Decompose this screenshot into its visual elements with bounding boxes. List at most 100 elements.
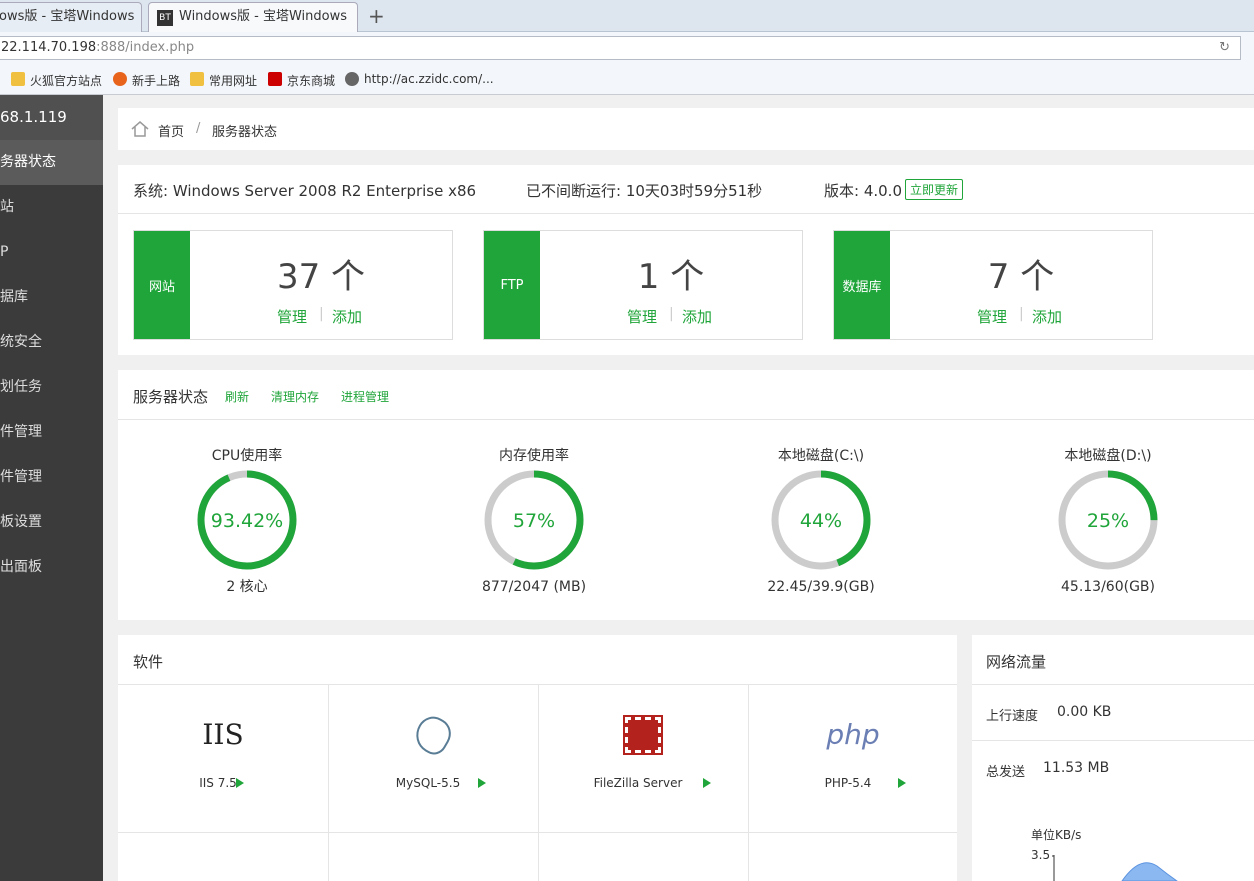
add-link[interactable]: 添加 — [682, 308, 713, 326]
bookmark[interactable]: http://ac.zzidc.com/... — [364, 72, 494, 86]
traffic-chart — [1052, 855, 1178, 881]
info-panel: 系统: Windows Server 2008 R2 Enterprise x8… — [118, 165, 1254, 355]
divider — [972, 684, 1254, 685]
play-icon — [898, 778, 906, 788]
menu-item[interactable]: 出面板 — [0, 559, 42, 575]
network-panel: 网络流量 上行速度 0.00 KB 总发送 11.53 MB 单位KB/s 3.… — [972, 635, 1254, 881]
crumb[interactable]: 首页 — [158, 125, 185, 140]
software-name[interactable]: PHP-5.4 — [824, 776, 872, 790]
software-logo — [623, 715, 663, 755]
stat-card: 网站 37 个管理 | 添加 — [133, 230, 453, 340]
gauges: CPU使用率 93.42% 2 核心 内存使用率 57% 877/2047 (MB) 本地磁… — [197, 447, 1158, 595]
bookmark-icon — [268, 72, 282, 86]
status-panel: 服务器状态 刷新 清理内存 进程管理 CPU使用率 93.42% 2 核心 内存使用率 57… — [118, 370, 1254, 620]
gauge-detail: 45.13/60(GB) — [1061, 579, 1155, 595]
tab-icon: BT — [157, 10, 173, 26]
uptime: 已不间断运行: 10天03时59分51秒 — [526, 182, 763, 200]
bookmark[interactable]: 火狐官方站点 — [30, 74, 103, 88]
panel-title: 软件 — [133, 653, 164, 671]
crumb: 服务器状态 — [212, 125, 278, 140]
server-ip: 68.1.119 — [0, 95, 103, 140]
tab-title: Windows版 - 宝塔Windows — [179, 9, 348, 24]
chart-unit: 单位KB/s — [1031, 828, 1082, 842]
reload[interactable]: ↻ — [1219, 40, 1230, 55]
card-count: 37 个 — [276, 257, 366, 297]
bookmark[interactable]: 京东商城 — [287, 74, 336, 88]
update-button[interactable]: 立即更新 — [905, 179, 964, 200]
y-tick-label: 3.5 — [1031, 848, 1051, 862]
bookmark-icon — [190, 72, 204, 86]
tab[interactable]: BT Windows版 - 宝塔Windows — [148, 2, 358, 32]
bookmark[interactable]: 常用网址 — [209, 74, 258, 88]
card-count: 1 个 — [637, 257, 705, 297]
menu-item[interactable]: 板设置 — [0, 514, 42, 530]
divider — [118, 684, 957, 685]
gauge-arc — [771, 470, 871, 570]
gauge-detail: 877/2047 (MB) — [482, 579, 586, 595]
menu-item[interactable]: 划任务 — [0, 379, 42, 395]
gauge-title: 本地磁盘(D:\) — [1064, 447, 1151, 464]
bookmark[interactable]: 新手上路 — [132, 74, 181, 88]
menu-item[interactable]: 据库 — [0, 289, 28, 305]
gauge-detail: 2 核心 — [226, 579, 267, 595]
software-name[interactable]: FileZilla Server — [593, 776, 683, 790]
sidebar: 68.1.119 务器状态站 P 据库 统安全 划任务 件管理 件管理 板设置 出面板 — [0, 95, 103, 881]
play-icon — [703, 778, 711, 788]
menu-item[interactable]: 件管理 — [0, 469, 42, 485]
software-logo: php — [826, 718, 880, 751]
panel-title: 网络流量 — [986, 653, 1047, 671]
menu-item[interactable]: 统安全 — [0, 334, 42, 350]
link-sep: | — [669, 306, 674, 322]
card-label: FTP — [484, 231, 540, 339]
software-logo: IIS — [202, 718, 244, 751]
card-label: 数据库 — [834, 231, 890, 339]
home-icon — [131, 121, 149, 137]
gauge-title: CPU使用率 — [212, 447, 282, 464]
gauge-value: 93.42% — [211, 510, 283, 532]
tab[interactable]: ows版 - 宝塔Windows — [0, 2, 142, 32]
action-link[interactable]: 清理内存 — [271, 390, 320, 404]
gauge-arc — [1058, 470, 1158, 570]
manage-link[interactable]: 管理 — [627, 308, 658, 326]
manage-link[interactable]: 管理 — [277, 308, 308, 326]
gauge-title: 本地磁盘(C:\) — [778, 447, 864, 464]
manage-link[interactable]: 管理 — [977, 308, 1008, 326]
stat-value: 11.53 MB — [1043, 760, 1110, 776]
add-link[interactable]: 添加 — [332, 308, 363, 326]
action-link[interactable]: 进程管理 — [341, 390, 390, 404]
menu-item[interactable]: P — [0, 244, 9, 260]
menu-item[interactable]: 站 — [0, 199, 14, 215]
stat-value: 0.00 KB — [1057, 704, 1112, 720]
play-icon — [478, 778, 486, 788]
version: 版本: 4.0.0 — [824, 182, 902, 200]
tab-bar: ows版 - 宝塔Windows BT Windows版 - 宝塔Windows… — [0, 0, 1254, 32]
divider — [118, 832, 957, 833]
gauge-title: 内存使用率 — [499, 447, 569, 464]
cell-border — [328, 684, 329, 881]
breadcrumb: 首页 / 服务器状态 — [118, 108, 1254, 150]
cell-border — [538, 684, 539, 881]
bookmark-icon — [11, 72, 25, 86]
link-sep: | — [319, 306, 324, 322]
url-field[interactable]: 22.114.70.198:888/index.php ↻ — [0, 36, 1241, 60]
gauge-detail: 22.45/39.9(GB) — [767, 579, 874, 595]
divider — [118, 213, 1254, 214]
gauge-arc — [197, 470, 297, 570]
new-tab[interactable]: + — [368, 4, 385, 28]
card-count: 7 个 — [987, 257, 1055, 297]
menu-item[interactable]: 件管理 — [0, 424, 42, 440]
divider — [118, 419, 1254, 420]
link-sep: | — [1019, 306, 1024, 322]
action-link[interactable]: 刷新 — [225, 390, 250, 404]
software-name[interactable]: IIS 7.5 — [199, 776, 237, 790]
bookmark-icon — [345, 72, 359, 86]
software-name[interactable]: MySQL-5.5 — [395, 776, 461, 790]
menu-item[interactable]: 务器状态 — [0, 140, 103, 185]
gauge-value: 25% — [1087, 510, 1129, 532]
stat-card: 数据库 7 个管理 | 添加 — [833, 230, 1153, 340]
system-info: 系统: Windows Server 2008 R2 Enterprise x8… — [133, 182, 477, 200]
add-link[interactable]: 添加 — [1032, 308, 1063, 326]
panel-title: 服务器状态 — [133, 388, 209, 406]
software-panel: 软件 IIS IIS 7.5 MySQL-5.5 FileZilla Server ph… — [118, 635, 957, 881]
